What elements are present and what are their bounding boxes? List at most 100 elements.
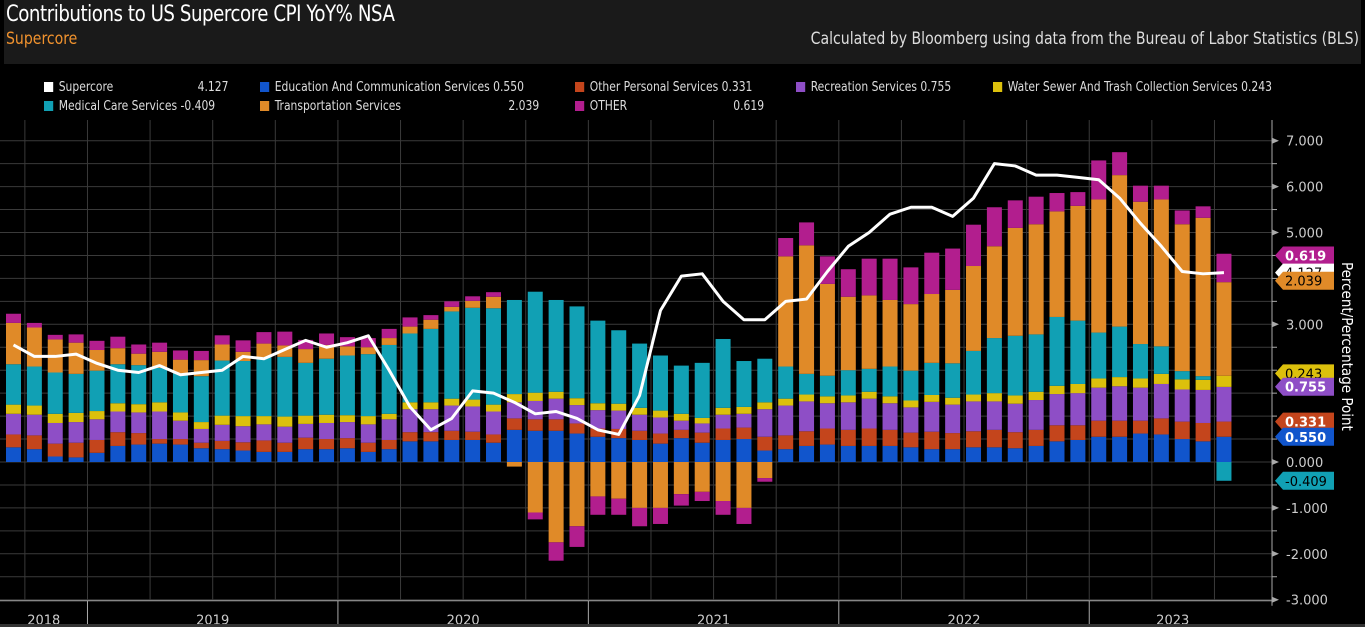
bar-segment: [924, 294, 940, 363]
legend-value: 2.039: [508, 99, 540, 114]
bar-segment: [986, 447, 1002, 462]
bar-segment: [235, 361, 251, 417]
bar-segment: [1070, 425, 1086, 440]
bar-segment: [1028, 391, 1044, 401]
bar-segment: [632, 507, 648, 527]
bar-segment: [966, 350, 982, 395]
bar-segment: [945, 248, 961, 290]
bar-segment: [652, 355, 668, 411]
bar-segment: [1216, 421, 1232, 437]
bar-segment: [903, 400, 919, 408]
legend-item-supercore[interactable]: Supercore 4.127: [44, 80, 228, 95]
bar-segment: [256, 357, 272, 417]
bar-segment: [569, 433, 585, 462]
bar-segment: [1132, 201, 1148, 345]
bar-segment: [1070, 205, 1086, 321]
bar-segment: [110, 403, 126, 412]
bar-segment: [339, 448, 355, 462]
bar-segment: [736, 413, 752, 428]
bar-segment: [47, 422, 63, 444]
bar-segment: [1174, 371, 1190, 380]
value-badge-label: 0.755: [1285, 381, 1326, 396]
bar-segment: [277, 451, 293, 462]
bar-segment: [214, 424, 230, 441]
legend-label: OTHER: [589, 99, 628, 114]
legend-item-water[interactable]: Water Sewer And Trash Collection Service…: [993, 80, 1272, 95]
bar-segment: [277, 356, 293, 417]
bar-segment: [715, 501, 731, 515]
bar-segment: [611, 330, 627, 404]
bar-segment: [569, 462, 585, 527]
bar-segment: [131, 365, 147, 405]
bar-segment: [402, 317, 418, 327]
legend-value: 0.550: [493, 80, 524, 95]
legend-item-education[interactable]: Education And Communication Services 0.5…: [260, 80, 524, 95]
bar-segment: [193, 442, 209, 449]
bar-segment: [778, 449, 794, 462]
legend-item-recreation[interactable]: Recreation Services 0.755: [796, 80, 951, 95]
bar-segment: [757, 402, 773, 410]
bar-segment: [652, 443, 668, 462]
bar-segment: [673, 429, 689, 439]
bar-segment: [1007, 448, 1023, 462]
bar-segment: [945, 433, 961, 450]
bar-segment: [506, 462, 522, 467]
bar-segment: [611, 462, 627, 499]
bar-segment: [339, 415, 355, 423]
bar-segment: [924, 394, 940, 402]
bar-segment: [465, 300, 481, 308]
legend-item-other[interactable]: OTHER 0.619: [575, 99, 764, 114]
bar-segment: [1028, 400, 1044, 430]
legend-label: Transportation Services: [274, 99, 402, 114]
legend-label: Recreation Services: [810, 80, 917, 95]
bar-segment: [1132, 387, 1148, 421]
bar-segment: [1091, 420, 1107, 437]
y-tick-label: -2.000: [1286, 548, 1328, 563]
bar-segment: [1007, 403, 1023, 433]
legend-label: Other Personal Services: [589, 80, 719, 95]
bar-segment: [26, 435, 42, 450]
value-badge: [1275, 427, 1334, 446]
supercore-line: [12, 162, 1225, 436]
bar-segment: [360, 347, 376, 355]
bar-segment: [861, 258, 877, 296]
bar-segment: [89, 452, 105, 462]
legend-item-other-personal[interactable]: Other Personal Services 0.331: [575, 80, 752, 95]
bar-segment: [298, 362, 314, 416]
bar-segment: [861, 398, 877, 429]
bar-segment: [235, 450, 251, 462]
legend-item-transportation[interactable]: Transportation Services 2.039: [260, 99, 539, 114]
bar-segment: [298, 423, 314, 438]
bar-segment: [1195, 206, 1211, 218]
legend-label: Education And Communication Services: [274, 80, 490, 95]
bar-segment: [298, 415, 314, 424]
bar-segment: [172, 444, 188, 462]
bar-segment: [444, 398, 460, 406]
y-tick-marker: [1272, 321, 1279, 328]
bar-segment: [131, 344, 147, 354]
bar-segment: [193, 422, 209, 429]
bar-segment: [131, 353, 147, 366]
bar-segment: [360, 338, 376, 348]
x-tick-label: 2018: [27, 614, 60, 624]
value-badge: [1275, 377, 1334, 396]
legend: Supercore 4.127 Education And Communicati…: [0, 78, 1365, 118]
legend-swatch: [260, 101, 270, 111]
bar-segment: [903, 432, 919, 448]
bar-segment: [715, 439, 731, 462]
bar-segment: [256, 343, 272, 358]
bar-segment: [757, 409, 773, 437]
bar-segment: [339, 422, 355, 439]
bar-segment: [235, 416, 251, 427]
bar-segment: [945, 397, 961, 405]
legend-swatch: [796, 82, 806, 92]
bar-segment: [172, 420, 188, 440]
bar-segment: [778, 405, 794, 436]
value-badge-label: 0.331: [1285, 416, 1326, 431]
legend-item-medical[interactable]: Medical Care Services -0.409: [44, 99, 215, 114]
bar-segment: [277, 426, 293, 443]
bar-segment: [861, 391, 877, 399]
bar-segment: [506, 429, 522, 462]
bar-segment: [966, 266, 982, 351]
bar-segment: [1132, 378, 1148, 388]
